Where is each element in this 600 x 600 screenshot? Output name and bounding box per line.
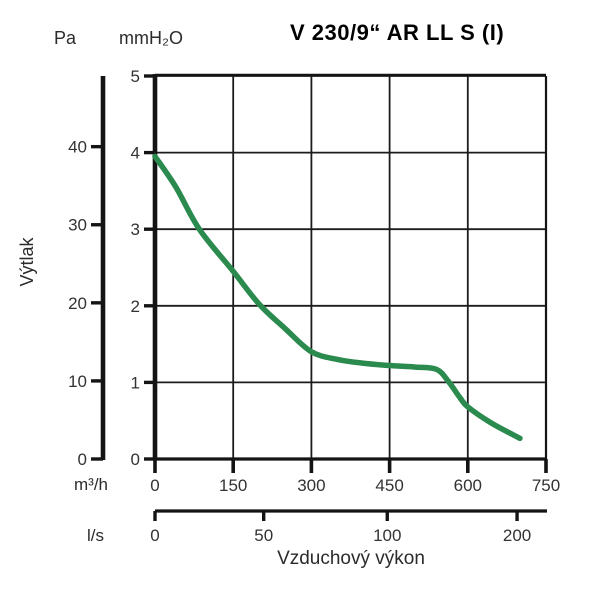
ls-unit-label: l/s	[87, 526, 104, 545]
chart-title: V 230/9“ AR LL S (I)	[290, 20, 505, 45]
x-tick-label-m3h: 0	[150, 476, 159, 495]
x-tick-label-ls: 100	[373, 526, 401, 545]
y-tick-label-mmh2o: 2	[131, 297, 140, 316]
y-tick-label-pa: 10	[68, 372, 87, 391]
x-tick-label-m3h: 450	[375, 476, 403, 495]
x-tick-label-m3h: 750	[532, 476, 560, 495]
y-tick-label-pa: 30	[68, 216, 87, 235]
y-tick-label-mmh2o: 1	[131, 373, 140, 392]
mmh2o-unit-label: mmH₂O	[119, 28, 183, 48]
x-tick-label-m3h: 300	[297, 476, 325, 495]
y-tick-label-mmh2o: 3	[131, 220, 140, 239]
x-tick-label-ls: 200	[503, 526, 531, 545]
pressure-curve	[152, 153, 523, 442]
x-tick-label-ls: 50	[254, 526, 273, 545]
x-tick-label-m3h: 600	[454, 476, 482, 495]
pa-unit-label: Pa	[54, 28, 77, 48]
y-tick-label-mmh2o: 4	[131, 144, 140, 163]
m3h-unit-label: m³/h	[74, 475, 108, 494]
y-tick-label-mmh2o: 0	[131, 450, 140, 469]
x-tick-label-m3h: 150	[219, 476, 247, 495]
y-tick-label-pa: 40	[68, 138, 87, 157]
y-tick-label-pa: 20	[68, 294, 87, 313]
y-tick-label-mmh2o: 5	[131, 67, 140, 86]
x-tick-label-ls: 0	[150, 526, 159, 545]
y-tick-label-pa: 0	[78, 450, 87, 469]
x-axis-title: Vzduchový výkon	[277, 548, 425, 569]
